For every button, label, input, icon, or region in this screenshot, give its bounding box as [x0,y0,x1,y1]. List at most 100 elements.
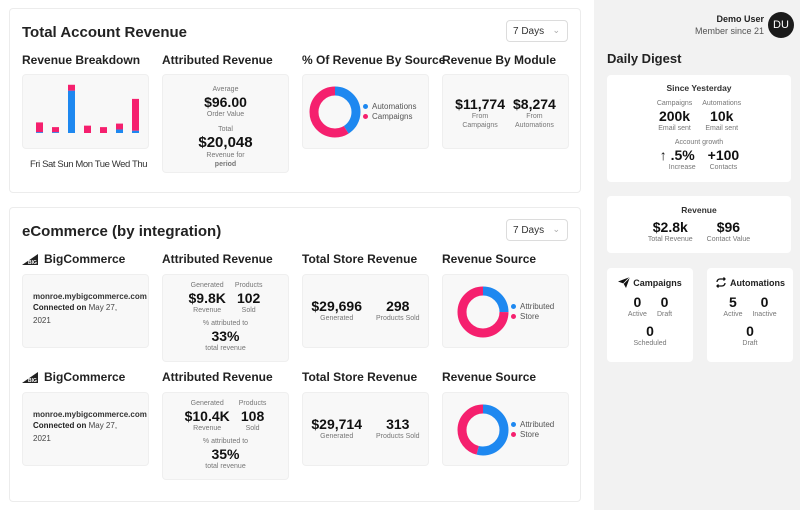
bigcommerce-logo-icon: BIG [22,253,38,265]
store-url[interactable]: monroe.mybigcommerce.com [33,292,147,301]
revenue-by-source-title: % Of Revenue By Source [302,53,446,67]
main-content: Total Account Revenue 7 Days ⌄ Revenue B… [0,0,594,510]
total-account-revenue-panel: Total Account Revenue 7 Days ⌄ Revenue B… [9,8,581,193]
campaigns-digest-card[interactable]: Campaigns 0 Active 0 Draft 0 Scheduled [607,268,693,362]
bigcommerce-logo-icon: BIG [22,371,38,383]
store-generated-stat: $29,696 Generated [311,298,362,322]
daily-digest-title: Daily Digest [607,51,682,66]
growth-stat: ↑ .5% Increase [659,147,696,172]
attributed-revenue-title: Attributed Revenue [162,370,273,384]
daily-digest-sidebar: Demo User Member since 21 DU Daily Diges… [594,0,800,510]
chart-legend: Automations Campaigns [363,102,416,122]
products-stat: Products 108 Sold [238,400,267,432]
bar-thu-automations [132,130,139,133]
chart-legend: Attributed Store [511,420,554,440]
period-select[interactable]: 7 Days ⌄ [506,20,568,42]
inactive-stat: 0 Inactive [752,294,776,319]
growth-label: Account growth [674,139,724,146]
revenue-source-title: Revenue Source [442,252,537,266]
member-since: Member since 21 [694,26,764,36]
stat-value: 5 [729,294,737,310]
stat-value: ↑ .5% [659,147,695,163]
stat-label: Active [627,311,647,318]
stat-value: 0 [633,294,642,310]
total-store-revenue-title: Total Store Revenue [302,252,418,266]
store-url[interactable]: monroe.mybigcommerce.com [33,410,147,419]
attributed-revenue-title: Attributed Revenue [162,53,273,67]
stat-label: Campaigns [656,100,693,107]
bar-chart-svg [36,84,139,133]
pct-sub: total revenue [205,463,246,470]
pct-label: % attributed to [202,320,249,327]
campaigns-module-label2: Campaigns [462,122,498,129]
repeat-icon [716,277,726,288]
revenue-by-module-title: Revenue By Module [442,53,557,67]
stat-label: Draft [656,311,673,318]
total-label: Total [218,126,233,133]
active-stat: 5 Active [723,294,742,319]
automations-module: $8,274 From Automations [513,96,556,130]
store-generated-stat: $29,714 Generated [311,416,362,440]
bar-mon-campaigns [84,125,91,133]
paper-plane-icon [618,277,631,288]
integration-row: BIG BigCommerce monroe.mybigcommerce.com… [10,252,580,370]
generated-stat: Generated $9.8K Revenue [188,282,226,314]
revenue-digest-card: Revenue $2.8k Total Revenue $96 Contact … [607,196,791,253]
user-name: Demo User [716,14,764,24]
stat-label: Scheduled [633,340,667,347]
revenue-by-source-chart: Automations Campaigns [302,74,429,149]
stat-value: 0 [646,323,654,339]
stat-sub: Contacts [709,164,738,171]
chevron-down-icon: ⌄ [552,25,560,35]
scheduled-stat: 0 Scheduled [607,323,693,348]
active-stat: 0 Active [628,294,647,319]
automations-stat: Automations 10k Email sent [702,99,741,133]
period-select-value: 7 Days [513,26,545,37]
automations-module-value: $8,274 [513,96,556,112]
bar-tue-campaigns [100,127,107,133]
connected-info: Connected on May 27, 2021 [33,421,118,443]
user-info[interactable]: Demo User Member since 21 [695,14,764,36]
campaigns-module: $11,774 From Campaigns [455,96,505,130]
panel-title: Total Account Revenue [22,24,188,41]
ecommerce-panel: eCommerce (by integration) 7 Days ⌄ BIG … [9,207,581,502]
stat-label: Total Revenue [647,236,693,243]
bigcommerce-brand: BIG BigCommerce [22,252,125,266]
stat-value: 0 [746,323,754,339]
revenue-breakdown-chart [22,74,149,149]
bar-wed-automations [116,129,123,133]
stat-label: Active [723,311,743,318]
attributed-revenue-card: Generated $9.8K Revenue Products 102 Sol… [162,274,289,362]
products-stat: Products 102 Sold [234,282,263,314]
stat-label: Inactive [752,311,777,318]
pct-sub: total revenue [205,345,246,352]
avatar[interactable]: DU [768,12,794,38]
stat-value: 200k [658,108,691,124]
stat-value: +100 [707,147,740,163]
legend-item-attributed: Attributed [511,302,554,312]
donut-chart-svg [457,286,509,338]
svg-text:BIG: BIG [28,378,37,383]
contact-value-stat: $96 Contact Value [707,219,750,244]
avg-value: $96.00 [204,94,247,110]
period-select-value: 7 Days [513,225,545,236]
card-title-text: Campaigns [633,277,682,288]
slice-campaigns [309,86,361,138]
x-axis-labels: Fri Sat Sun Mon Tue Wed Thu [30,159,148,170]
stat-value: $2.8k [652,219,688,235]
total-store-revenue-card: $29,714 Generated 313 Products Sold [302,392,429,466]
bar-sat-campaigns [52,127,59,133]
legend-item-automations: Automations [363,102,416,112]
donut-chart-svg [309,86,361,138]
connected-info: Connected on May 27, 2021 [33,303,118,325]
store-info-card: monroe.mybigcommerce.com Connected on Ma… [22,392,149,466]
draft-stat: 0 Draft [707,323,793,348]
period-select[interactable]: 7 Days ⌄ [506,219,568,241]
total-store-revenue-card: $29,696 Generated 298 Products Sold [302,274,429,348]
automations-digest-card[interactable]: Automations 5 Active 0 Inactive 0 Draft [707,268,793,362]
revenue-breakdown-title: Revenue Breakdown [22,53,141,67]
chevron-down-icon: ⌄ [552,224,560,234]
revenue-source-title: Revenue Source [442,370,537,384]
brand-name: BigCommerce [44,252,126,266]
panel-title: eCommerce (by integration) [22,223,222,240]
